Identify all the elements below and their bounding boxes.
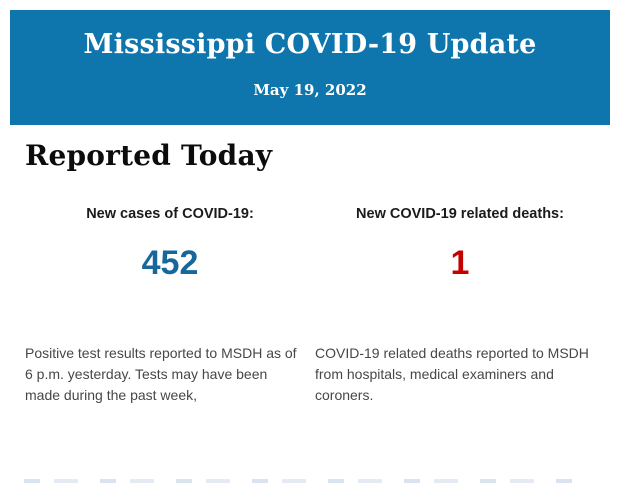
stat-new-deaths: New COVID-19 related deaths: 1 COVID-19 … [315,206,605,406]
new-cases-description: Positive test results reported to MSDH a… [25,345,297,403]
new-deaths-label: New COVID-19 related deaths: [356,206,564,222]
cutoff-next-line-artifact [24,479,586,483]
stat-new-cases: New cases of COVID-19: 452 Positive test… [25,206,315,406]
report-date: May 19, 2022 [253,81,367,99]
header-banner: Mississippi COVID-19 Update May 19, 2022 [10,10,610,125]
page-title: Mississippi COVID-19 Update [83,29,537,60]
new-cases-value: 452 [141,244,199,282]
stats-columns: New cases of COVID-19: 452 Positive test… [25,206,605,406]
section-heading-reported-today: Reported Today [25,139,273,172]
new-deaths-description: COVID-19 related deaths reported to MSDH… [315,345,589,403]
new-cases-label: New cases of COVID-19: [86,206,254,222]
new-deaths-value: 1 [450,244,470,282]
